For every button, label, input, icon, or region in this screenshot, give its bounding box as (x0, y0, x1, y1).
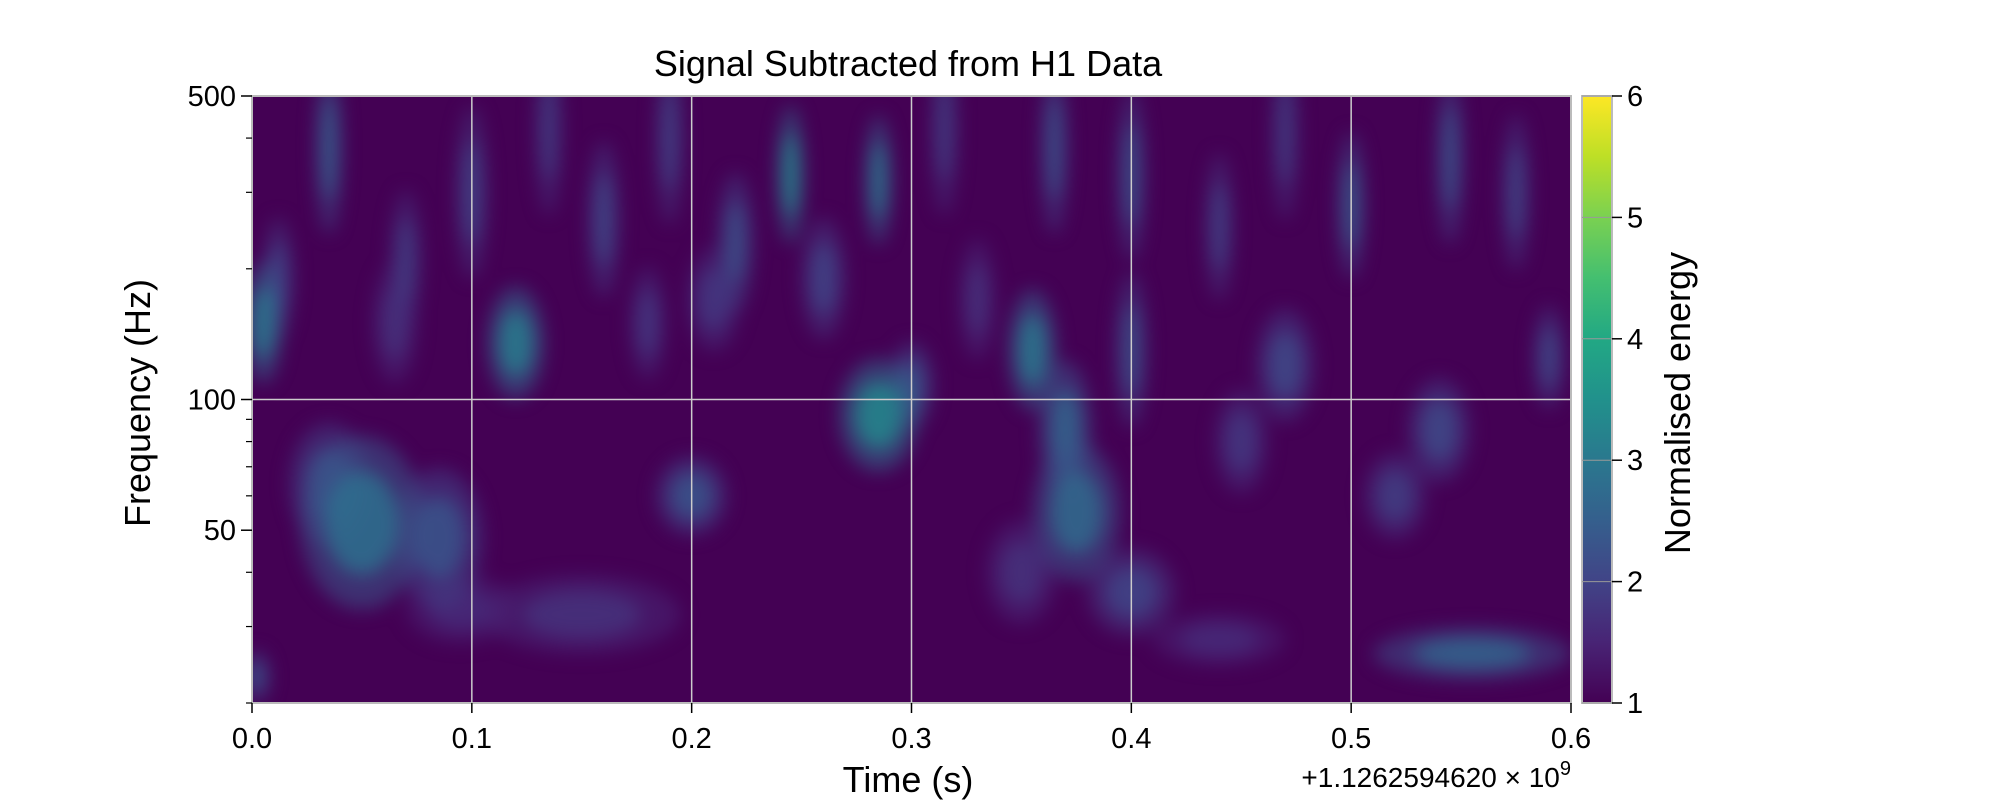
x-tick-label: 0.0 (232, 723, 272, 755)
chart-title: Signal Subtracted from H1 Data (654, 43, 1163, 84)
heatmap-blob (321, 96, 337, 200)
y-tick-label: 100 (188, 385, 236, 417)
x-offset-exponent: 9 (1560, 758, 1571, 780)
colorbar-tick-label: 5 (1627, 202, 1643, 234)
heatmap-blob (783, 133, 799, 216)
y-tick-label: 500 (188, 81, 236, 113)
heatmap-blob (855, 381, 902, 449)
colorbar: 1 2 3 4 5 6 Normalised energy (1582, 81, 1698, 720)
x-tick-label: 0.6 (1551, 723, 1591, 755)
plot-area (243, 42, 1571, 703)
heatmap-blob (1046, 96, 1062, 200)
colorbar-tick-label: 2 (1627, 567, 1643, 599)
x-axis-label: Time (s) (843, 759, 974, 800)
heatmap-blob (1508, 145, 1524, 239)
colorbar-tick-label: 3 (1627, 445, 1643, 477)
heatmap-blob (1000, 541, 1042, 604)
x-tick-label: 0.1 (452, 723, 492, 755)
x-axis: 0.0 0.1 0.2 0.3 0.4 0.5 0.6 (232, 703, 1591, 755)
heatmap-blob (499, 309, 533, 377)
heatmap-blob (397, 218, 415, 301)
x-tick-label: 0.3 (891, 723, 931, 755)
x-tick-label: 0.4 (1111, 723, 1151, 755)
heatmap-blob (1180, 624, 1259, 655)
heatmap-blob (810, 242, 836, 315)
heatmap-blob (871, 141, 887, 219)
heatmap-blob (251, 287, 275, 360)
heatmap-blob (637, 289, 658, 357)
heatmap-blob (1421, 399, 1458, 462)
colorbar-label: Normalised energy (1657, 252, 1698, 554)
x-tick-label: 0.5 (1331, 723, 1371, 755)
y-axis: 50 100 500 (188, 81, 252, 703)
x-offset-mantissa: +1.1262594620 × 10 (1301, 762, 1559, 793)
heatmap-blob (325, 471, 399, 575)
heatmap-blob (1442, 106, 1458, 210)
x-tick-label: 0.2 (672, 723, 712, 755)
heatmap-blob (248, 661, 264, 692)
y-tick-label: 50 (204, 515, 236, 547)
x-offset-label: +1.1262594620 × 109 (1301, 758, 1571, 793)
heatmap-blob (1050, 471, 1103, 554)
heatmap-blob (725, 201, 746, 284)
heatmap-blob (967, 263, 988, 336)
heatmap-blob (937, 77, 953, 181)
colorbar-tick-label: 1 (1627, 688, 1643, 720)
heatmap-blob (541, 77, 557, 181)
heatmap-blob (1377, 470, 1414, 522)
colorbar-tick-label: 6 (1627, 81, 1643, 113)
colorbar-gradient (1582, 96, 1612, 703)
heatmap-blob (1268, 331, 1302, 399)
heatmap-blob (595, 172, 613, 266)
heatmap-blob (1225, 410, 1257, 473)
heatmap-blob (1540, 326, 1558, 389)
heatmap-blob (1018, 314, 1047, 387)
colorbar-tick-label: 4 (1627, 324, 1643, 356)
heatmap-blob (1413, 638, 1532, 669)
heatmap-blob (522, 591, 641, 638)
heatmap-blob (1211, 182, 1227, 271)
y-axis-label: Frequency (Hz) (117, 279, 158, 527)
heatmap-blob (662, 86, 678, 190)
